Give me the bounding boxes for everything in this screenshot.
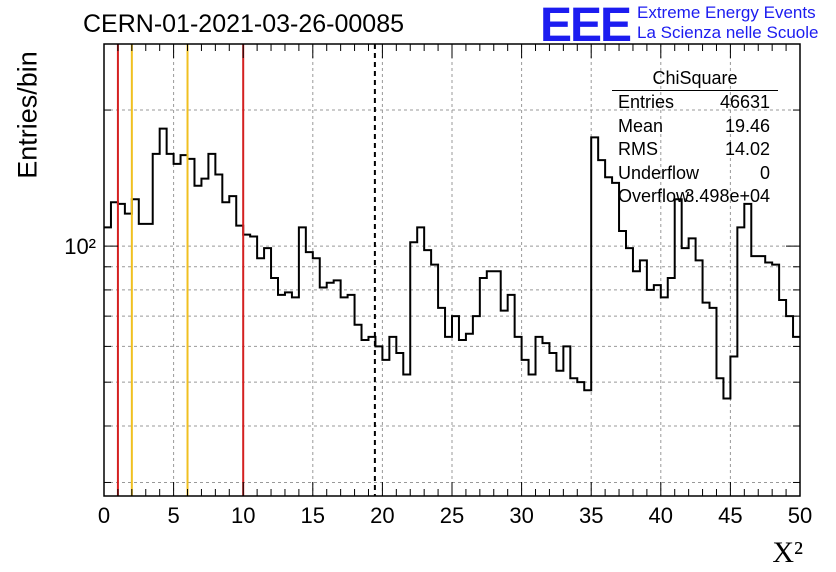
stats-rows: Entries 46631 Mean 19.46 RMS 14.02 Underflow 0 O… bbox=[612, 91, 778, 209]
stats-value: 46631 bbox=[719, 92, 770, 112]
stats-value: 0 bbox=[759, 162, 770, 183]
x-tick-label: 30 bbox=[509, 503, 533, 528]
run-title: CERN-01-2021-03-26-00085 bbox=[83, 10, 405, 38]
stats-value: 3.498e+04 bbox=[684, 186, 770, 206]
stats-row-overflow: Overflow 3.498e+04 bbox=[612, 185, 778, 209]
x-tick-label: 5 bbox=[167, 503, 179, 528]
eee-logo: EEE bbox=[540, 0, 632, 52]
x-tick-label: 0 bbox=[98, 503, 110, 528]
stats-value: 19.46 bbox=[724, 115, 770, 136]
eee-caption-line1: Extreme Energy Events bbox=[637, 3, 816, 22]
stats-row-mean: Mean 19.46 bbox=[612, 115, 778, 139]
stats-row-underflow: Underflow 0 bbox=[612, 162, 778, 186]
x-tick-label: 35 bbox=[579, 503, 603, 528]
x-tick-label: 20 bbox=[370, 503, 394, 528]
stats-key: Entries bbox=[618, 92, 675, 112]
stats-row-entries: Entries 46631 bbox=[612, 91, 778, 115]
stats-row-rms: RMS 14.02 bbox=[612, 138, 778, 162]
stats-box-title: ChiSquare bbox=[612, 66, 778, 91]
x-tick-label: 25 bbox=[440, 503, 464, 528]
stats-box: ChiSquare Entries 46631 Mean 19.46 RMS 14.02 U… bbox=[612, 66, 778, 209]
x-tick-label: 50 bbox=[788, 503, 812, 528]
stats-key: Overflow bbox=[618, 186, 690, 206]
x-tick-label: 15 bbox=[301, 503, 325, 528]
stats-key: Mean bbox=[618, 115, 664, 136]
y-tick-label: 10² bbox=[64, 234, 96, 259]
x-tick-label: 10 bbox=[231, 503, 255, 528]
x-tick-label: 45 bbox=[718, 503, 742, 528]
x-tick-label: 40 bbox=[649, 503, 673, 528]
stats-key: Underflow bbox=[618, 162, 700, 183]
eee-caption-line2: La Scienza nelle Scuole bbox=[637, 23, 819, 42]
stats-value: 14.02 bbox=[724, 139, 770, 159]
eee-caption: Extreme Energy Events La Scienza nelle S… bbox=[637, 3, 818, 43]
x-axis-label: X² bbox=[772, 536, 803, 569]
stats-key: RMS bbox=[618, 139, 658, 159]
histogram-series-line bbox=[104, 127, 800, 400]
